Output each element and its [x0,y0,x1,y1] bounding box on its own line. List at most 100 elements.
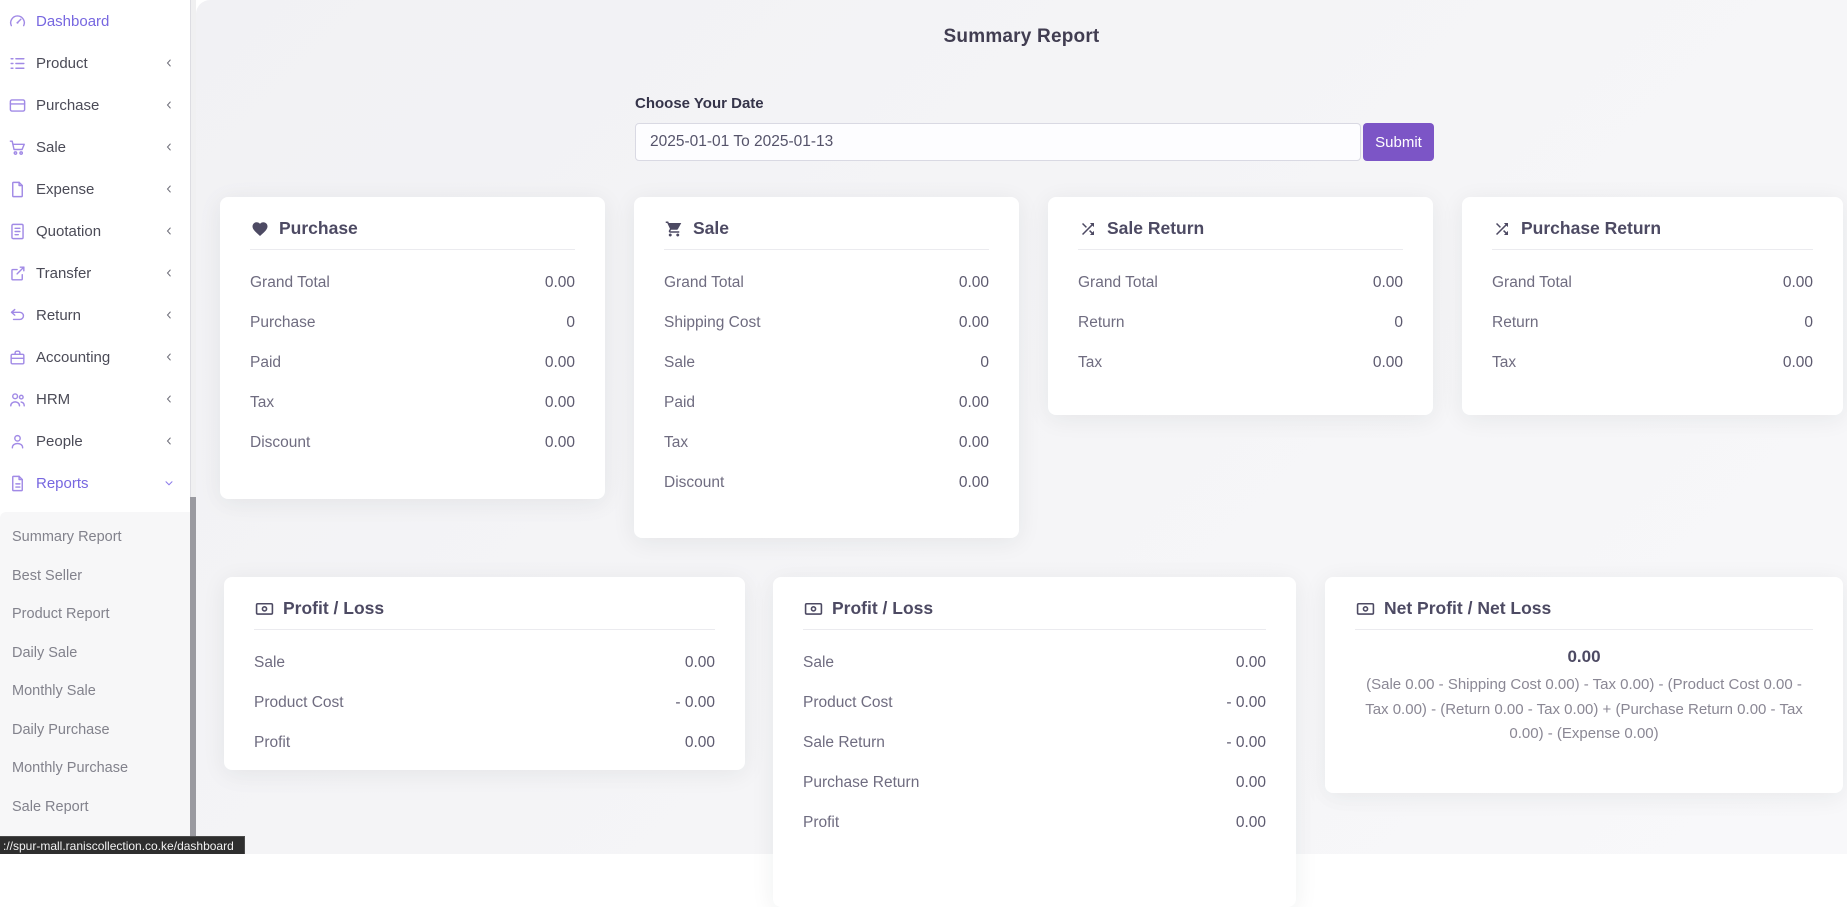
chevron-left-icon [162,266,176,280]
sidebar-item-product[interactable]: Product [0,42,190,84]
profit-loss-card-1: Profit / Loss Sale 0.00 Product Cost - 0.0… [224,577,745,770]
chevron-left-icon [162,434,176,448]
summary-row: Tax 0.00 [1492,343,1813,383]
summary-row: Grand Total 0.00 [250,263,575,303]
product-list-icon [7,53,27,73]
summary-row: Grand Total 0.00 [1078,263,1403,303]
purchase-return-card: Purchase Return Grand Total 0.00 Return 0 … [1462,197,1843,415]
card-title: Purchase [279,218,358,238]
sidebar-item-quotation[interactable]: Quotation [0,210,190,252]
credit-card-icon [7,95,27,115]
row-label: Profit [803,814,840,831]
date-range-input[interactable]: 2025-01-01 To 2025-01-13 [635,123,1361,161]
summary-row: Tax 0.00 [250,383,575,423]
heart-icon [250,219,270,239]
sidebar-item-hrm[interactable]: HRM [0,378,190,420]
row-label: Discount [664,474,725,491]
divider [1078,249,1403,250]
sale-card-header: Sale [664,197,989,239]
sidebar-item-purchase[interactable]: Purchase [0,84,190,126]
date-filter-label: Choose Your Date [635,95,764,112]
summary-row: Grand Total 0.00 [1492,263,1813,303]
summary-row: Paid 0.00 [250,343,575,383]
sidebar-item-expense[interactable]: Expense [0,168,190,210]
row-label: Grand Total [250,274,330,291]
chevron-left-icon [162,56,176,70]
submit-button[interactable]: Submit [1363,123,1434,161]
sidebar-item-people[interactable]: People [0,420,190,462]
row-value: 0 [980,354,989,371]
row-value: 0 [1394,314,1403,331]
submenu-item-monthly-purchase[interactable]: Monthly Purchase [12,760,129,777]
chevron-left-icon [162,308,176,322]
row-label: Sale [664,354,696,371]
chevron-left-icon [162,98,176,112]
date-range-value: 2025-01-01 To 2025-01-13 [650,133,834,150]
summary-row: Product Cost - 0.00 [803,683,1266,723]
person-icon [7,431,27,451]
summary-row: Grand Total 0.00 [664,263,989,303]
net-profit-card: Net Profit / Net Loss 0.00 (Sale 0.00 - … [1325,577,1843,793]
tachometer-icon [7,11,27,31]
document-icon [7,221,27,241]
row-value: 0.00 [1235,814,1266,831]
sidebar-item-reports[interactable]: Reports [0,462,190,504]
money-bill-icon [254,599,274,619]
row-label: Product Cost [803,694,893,711]
summary-row: Tax 0.00 [664,423,989,463]
sidebar-item-sale[interactable]: Sale [0,126,190,168]
sidebar-scrollbar-thumb[interactable] [190,497,196,854]
purchase-return-card-header: Purchase Return [1492,197,1813,239]
submenu-item-daily-sale[interactable]: Daily Sale [12,644,78,661]
sidebar-item-return[interactable]: Return [0,294,190,336]
divider [664,249,989,250]
card-title: Purchase Return [1521,218,1662,238]
summary-row: Return 0 [1078,303,1403,343]
submenu-item-sale-report[interactable]: Sale Report [12,798,89,815]
summary-row: Sale 0.00 [254,643,715,683]
sale-return-card-header: Sale Return [1078,197,1403,239]
submenu-item-monthly-sale[interactable]: Monthly Sale [12,683,96,700]
summary-row: Discount 0.00 [664,463,989,503]
summary-row: Purchase Return 0.00 [803,763,1266,803]
sidebar-item-label: Expense [36,180,95,198]
sidebar-item-label: Product [36,54,88,72]
sidebar-item-dashboard[interactable]: Dashboard [0,0,190,42]
row-label: Sale Return [803,734,885,751]
row-label: Return [1078,314,1125,331]
row-label: Purchase Return [803,774,920,791]
card-title: Profit / Loss [283,598,385,618]
row-label: Sale [254,654,286,671]
page-title: Summary Report [943,26,1100,47]
submenu-item-best-seller[interactable]: Best Seller [12,567,83,584]
chevron-down-icon [162,476,176,490]
row-label: Tax [664,434,689,451]
chevron-left-icon [162,140,176,154]
row-value: 0.00 [958,434,989,451]
cart-icon [664,219,684,239]
submenu-item-daily-purchase[interactable]: Daily Purchase [12,721,110,738]
undo-arrow-icon [7,305,27,325]
sidebar-item-label: Sale [36,138,67,156]
profit-loss-card-header: Profit / Loss [254,577,715,619]
sidebar-item-accounting[interactable]: Accounting [0,336,190,378]
row-value: 0.00 [1372,274,1403,291]
sidebar-item-label: Return [36,306,82,324]
reports-submenu: Summary Report Best Seller Product Repor… [0,512,190,854]
sidebar-item-transfer[interactable]: Transfer [0,252,190,294]
row-value: 0.00 [1782,274,1813,291]
row-value: 0.00 [1235,654,1266,671]
submenu-item-product-report[interactable]: Product Report [12,606,110,623]
main-content: Summary Report Choose Your Date 2025-01-… [196,0,1847,907]
sidebar-scrollbar[interactable] [190,0,196,854]
cart-icon [7,137,27,157]
row-value: 0.00 [544,354,575,371]
divider [1355,629,1813,630]
summary-row: Purchase 0 [250,303,575,343]
status-url-tooltip: ://spur-mall.raniscollection.co.ke/dashb… [0,836,245,854]
row-label: Sale [803,654,835,671]
sale-card: Sale Grand Total 0.00 Shipping Cost 0.00 S… [634,197,1019,538]
row-label: Profit [254,734,291,751]
submenu-item-summary-report[interactable]: Summary Report [12,529,122,546]
row-value: 0.00 [1782,354,1813,371]
